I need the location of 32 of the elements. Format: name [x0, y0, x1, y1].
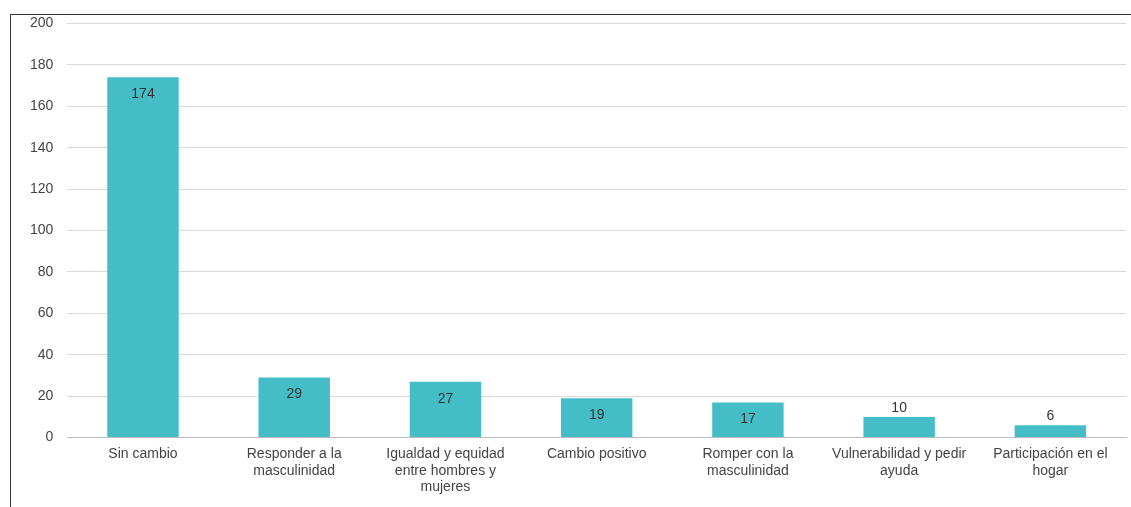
bar [409, 381, 482, 438]
data-label: 17 [740, 410, 756, 427]
x-tick-label: Romper con la masculinidad [702, 444, 794, 478]
bar [107, 77, 179, 438]
y-tick-label: 60 [37, 304, 54, 321]
y-tick-label: 120 [30, 179, 54, 196]
bar [712, 402, 784, 438]
x-tick-label: Vulnerabilidad y pedir ayuda [832, 444, 967, 478]
bar [258, 377, 330, 438]
y-tick-label: 20 [37, 387, 54, 404]
data-label: 6 [1046, 407, 1055, 424]
bar [1014, 425, 1087, 438]
bar [560, 398, 633, 438]
x-tick-label: Igualdad y equidad entre hombres y mujeres [386, 444, 505, 495]
data-label: 27 [437, 389, 454, 406]
data-label: 29 [286, 385, 303, 402]
y-tick-label: 40 [37, 345, 54, 362]
y-tick-label: 180 [30, 55, 54, 72]
x-tick-label: Responder a la masculinidad [246, 444, 342, 478]
y-tick-label: 160 [30, 97, 54, 114]
data-label: 174 [131, 85, 155, 102]
data-label: 19 [588, 406, 605, 423]
bar [863, 416, 935, 438]
y-tick-label: 140 [30, 138, 54, 155]
y-tick-label: 200 [30, 14, 54, 31]
data-label: 10 [891, 398, 908, 415]
x-tick-label: Cambio positivo [546, 444, 647, 461]
x-tick-label: Sin cambio [108, 444, 178, 461]
x-tick-label: Participación en el hogar [993, 444, 1108, 478]
y-tick-label: 80 [37, 262, 54, 279]
y-tick-label: 0 [45, 428, 54, 445]
y-tick-label: 100 [30, 221, 54, 238]
